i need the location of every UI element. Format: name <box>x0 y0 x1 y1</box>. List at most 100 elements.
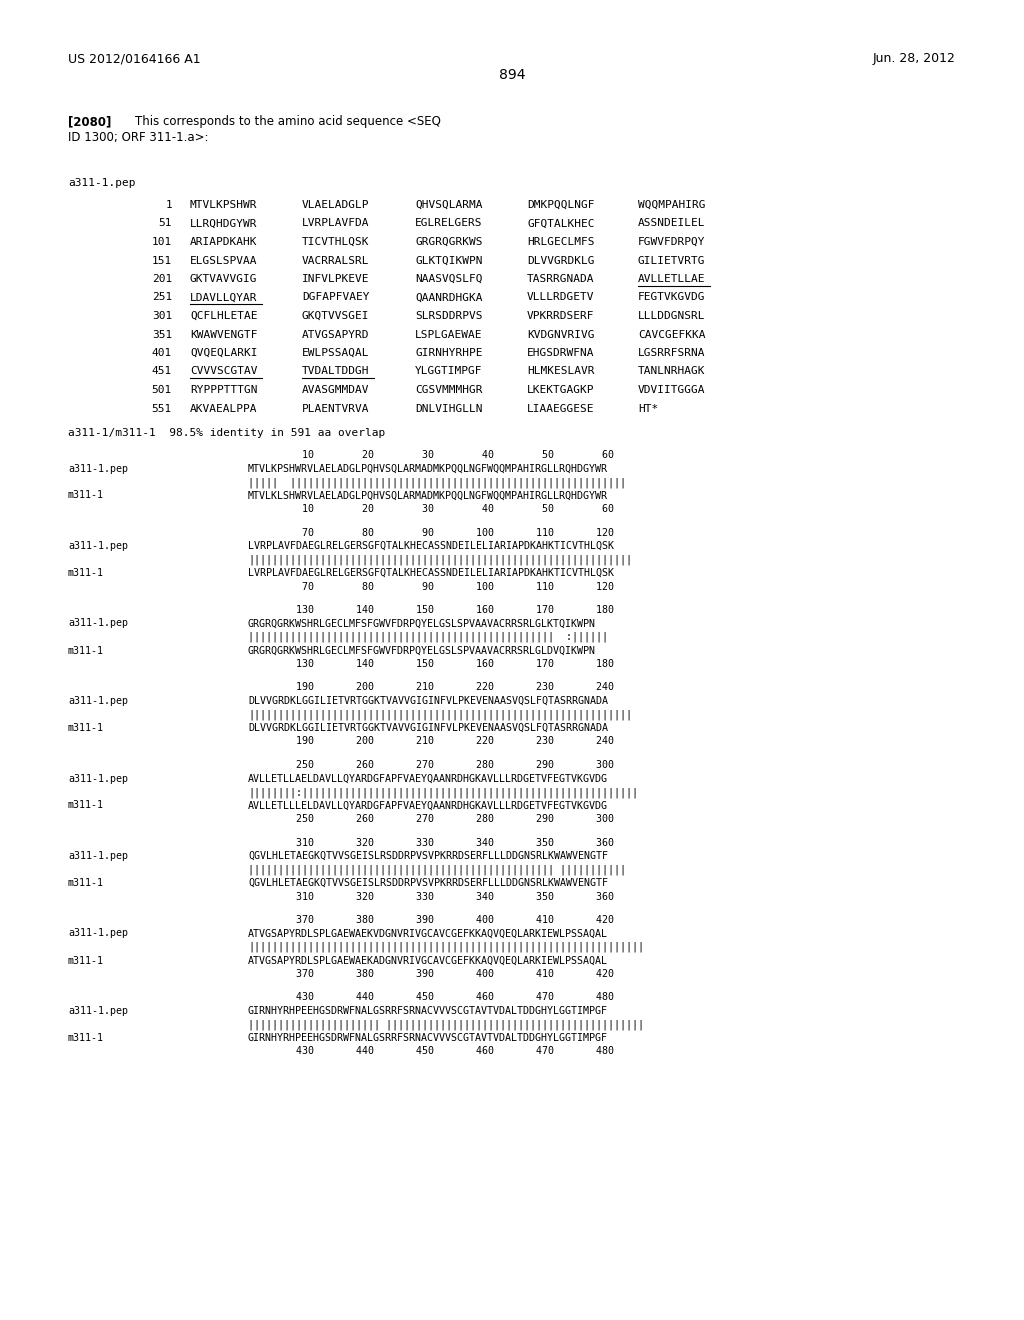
Text: 310       320       330       340       350       360: 310 320 330 340 350 360 <box>248 891 614 902</box>
Text: GILIETVRTG: GILIETVRTG <box>638 256 706 265</box>
Text: 501: 501 <box>152 385 172 395</box>
Text: DLVVGRDKLGGILIETVRTGGKTVAVVGIGINFVLPKEVENAASVQSLFQTASRRGNADA: DLVVGRDKLGGILIETVRTGGKTVAVVGIGINFVLPKEVE… <box>248 696 608 706</box>
Text: ||||||||:||||||||||||||||||||||||||||||||||||||||||||||||||||||||: ||||||||:|||||||||||||||||||||||||||||||… <box>248 787 638 797</box>
Text: a311-1.pep: a311-1.pep <box>68 928 128 939</box>
Text: 51: 51 <box>159 219 172 228</box>
Text: m311-1: m311-1 <box>68 491 104 500</box>
Text: 1: 1 <box>165 201 172 210</box>
Text: a311-1.pep: a311-1.pep <box>68 619 128 628</box>
Text: |||||||||||||||||||||||||||||||||||||||||||||||||||  :||||||: ||||||||||||||||||||||||||||||||||||||||… <box>248 632 608 643</box>
Text: VPKRRDSERF: VPKRRDSERF <box>527 312 595 321</box>
Text: QGVLHLETAEGKQTVVSGEISLRSDDRPVSVPKRRDSERFLLLDDGNSRLKWAWVENGTF: QGVLHLETAEGKQTVVSGEISLRSDDRPVSVPKRRDSERF… <box>248 851 608 861</box>
Text: KWAWVENGTF: KWAWVENGTF <box>190 330 257 339</box>
Text: NAASVQSLFQ: NAASVQSLFQ <box>415 275 482 284</box>
Text: HT*: HT* <box>638 404 658 413</box>
Text: ARIAPDKAHK: ARIAPDKAHK <box>190 238 257 247</box>
Text: m311-1: m311-1 <box>68 956 104 965</box>
Text: AVLLETLLAE: AVLLETLLAE <box>638 275 706 284</box>
Text: GIRNHYRHPEEHGSDRWFNALGSRRFSRNACVVVSCGTAVTVDALTDDGHYLGGTIMPGF: GIRNHYRHPEEHGSDRWFNALGSRRFSRNACVVVSCGTAV… <box>248 1034 608 1043</box>
Text: 130       140       150       160       170       180: 130 140 150 160 170 180 <box>248 605 614 615</box>
Text: 130       140       150       160       170       180: 130 140 150 160 170 180 <box>248 659 614 669</box>
Text: HRLGECLMFS: HRLGECLMFS <box>527 238 595 247</box>
Text: 190       200       210       220       230       240: 190 200 210 220 230 240 <box>248 737 614 747</box>
Text: AVLLETLLAELDAVLLQYARDGFAPFVAEYQAANRDHGKAVLLLRDGETVFEGTVKGVDG: AVLLETLLAELDAVLLQYARDGFAPFVAEYQAANRDHGKA… <box>248 774 608 784</box>
Text: 894: 894 <box>499 69 525 82</box>
Text: HLMKESLAVR: HLMKESLAVR <box>527 367 595 376</box>
Text: QGVLHLETAEGKQTVVSGEISLRSDDRPVSVPKRRDSERFLLLDDGNSRLKWAWVENGTF: QGVLHLETAEGKQTVVSGEISLRSDDRPVSVPKRRDSERF… <box>248 878 608 888</box>
Text: a311-1.pep: a311-1.pep <box>68 851 128 861</box>
Text: |||||  ||||||||||||||||||||||||||||||||||||||||||||||||||||||||: ||||| ||||||||||||||||||||||||||||||||||… <box>248 477 626 487</box>
Text: a311-1.pep: a311-1.pep <box>68 463 128 474</box>
Text: VLAELADGLP: VLAELADGLP <box>302 201 370 210</box>
Text: QVQEQLARKI: QVQEQLARKI <box>190 348 257 358</box>
Text: MTVLKPSHWR: MTVLKPSHWR <box>190 201 257 210</box>
Text: 70        80        90       100       110       120: 70 80 90 100 110 120 <box>248 582 614 591</box>
Text: LVRPLAVFDAEGLRELGERSGFQTALKHECASSNDEILELIARIAPDKAHKTICVTHLQSK: LVRPLAVFDAEGLRELGERSGFQTALKHECASSNDEILEL… <box>248 568 614 578</box>
Text: 151: 151 <box>152 256 172 265</box>
Text: TASRRGNADA: TASRRGNADA <box>527 275 595 284</box>
Text: AKVAEALPPA: AKVAEALPPA <box>190 404 257 413</box>
Text: m311-1: m311-1 <box>68 1034 104 1043</box>
Text: ID 1300; ORF 311-1.a>:: ID 1300; ORF 311-1.a>: <box>68 131 209 144</box>
Text: CAVCGEFKKA: CAVCGEFKKA <box>638 330 706 339</box>
Text: GKTVAVVGIG: GKTVAVVGIG <box>190 275 257 284</box>
Text: LKEKTGAGKP: LKEKTGAGKP <box>527 385 595 395</box>
Text: DLVVGRDKLGGILIETVRTGGKTVAVVGIGINFVLPKEVENAASVQSLFQTASRRGNADA: DLVVGRDKLGGILIETVRTGGKTVAVVGIGINFVLPKEVE… <box>248 723 608 733</box>
Text: GKQTVVSGEI: GKQTVVSGEI <box>302 312 370 321</box>
Text: LVRPLAVFDA: LVRPLAVFDA <box>302 219 370 228</box>
Text: GIRNHYRHPEEHGSDRWFNALGSRRFSRNACVVVSCGTAVTVDALTDDGHYLGGTIMPGF: GIRNHYRHPEEHGSDRWFNALGSRRFSRNACVVVSCGTAV… <box>248 1006 608 1016</box>
Text: a311-1.pep: a311-1.pep <box>68 1006 128 1016</box>
Text: 451: 451 <box>152 367 172 376</box>
Text: m311-1: m311-1 <box>68 723 104 733</box>
Text: 551: 551 <box>152 404 172 413</box>
Text: m311-1: m311-1 <box>68 800 104 810</box>
Text: ||||||||||||||||||||||||||||||||||||||||||||||||||||||||||||||||||: ||||||||||||||||||||||||||||||||||||||||… <box>248 942 644 953</box>
Text: Jun. 28, 2012: Jun. 28, 2012 <box>873 51 956 65</box>
Text: 401: 401 <box>152 348 172 358</box>
Text: 10        20        30        40        50        60: 10 20 30 40 50 60 <box>248 450 614 459</box>
Text: ASSNDEILEL: ASSNDEILEL <box>638 219 706 228</box>
Text: GIRNHYRHPE: GIRNHYRHPE <box>415 348 482 358</box>
Text: ELGSLSPVAA: ELGSLSPVAA <box>190 256 257 265</box>
Text: RYPPPTTTGN: RYPPPTTTGN <box>190 385 257 395</box>
Text: QCFLHLETAE: QCFLHLETAE <box>190 312 257 321</box>
Text: |||||||||||||||||||||| |||||||||||||||||||||||||||||||||||||||||||: |||||||||||||||||||||| |||||||||||||||||… <box>248 1019 644 1030</box>
Text: 250       260       270       280       290       300: 250 260 270 280 290 300 <box>248 760 614 770</box>
Text: 201: 201 <box>152 275 172 284</box>
Text: VDVIITGGGA: VDVIITGGGA <box>638 385 706 395</box>
Text: EWLPSSAQAL: EWLPSSAQAL <box>302 348 370 358</box>
Text: EGLRELGERS: EGLRELGERS <box>415 219 482 228</box>
Text: GRGRQGRKWSHRLGECLMFSFGWVFDRPQYELGSLSPVAAVACRRSRLGLKTQIKWPN: GRGRQGRKWSHRLGECLMFSFGWVFDRPQYELGSLSPVAA… <box>248 619 596 628</box>
Text: AVASGMMDAV: AVASGMMDAV <box>302 385 370 395</box>
Text: 70        80        90       100       110       120: 70 80 90 100 110 120 <box>248 528 614 537</box>
Text: FGWVFDRPQY: FGWVFDRPQY <box>638 238 706 247</box>
Text: DNLVIHGLLN: DNLVIHGLLN <box>415 404 482 413</box>
Text: LGSRRFSRNA: LGSRRFSRNA <box>638 348 706 358</box>
Text: 430       440       450       460       470       480: 430 440 450 460 470 480 <box>248 1047 614 1056</box>
Text: QHVSQLARMA: QHVSQLARMA <box>415 201 482 210</box>
Text: 370       380       390       400       410       420: 370 380 390 400 410 420 <box>248 915 614 925</box>
Text: YLGGTIMPGF: YLGGTIMPGF <box>415 367 482 376</box>
Text: CGSVMMMHGR: CGSVMMMHGR <box>415 385 482 395</box>
Text: ||||||||||||||||||||||||||||||||||||||||||||||||||||||||||||||||: ||||||||||||||||||||||||||||||||||||||||… <box>248 554 632 565</box>
Text: US 2012/0164166 A1: US 2012/0164166 A1 <box>68 51 201 65</box>
Text: ||||||||||||||||||||||||||||||||||||||||||||||||||| |||||||||||: ||||||||||||||||||||||||||||||||||||||||… <box>248 865 626 875</box>
Text: This corresponds to the amino acid sequence <SEQ: This corresponds to the amino acid seque… <box>135 115 441 128</box>
Text: QAANRDHGKA: QAANRDHGKA <box>415 293 482 302</box>
Text: ATVGSAPYRDLSPLGAEWAEKADGNVRIVGCAVCGEFKKAQVQEQLARKIEWLPSSAQAL: ATVGSAPYRDLSPLGAEWAEKADGNVRIVGCAVCGEFKKA… <box>248 956 608 965</box>
Text: PLAENTVRVA: PLAENTVRVA <box>302 404 370 413</box>
Text: 370       380       390       400       410       420: 370 380 390 400 410 420 <box>248 969 614 979</box>
Text: DGFAPFVAEY: DGFAPFVAEY <box>302 293 370 302</box>
Text: m311-1: m311-1 <box>68 568 104 578</box>
Text: [2080]: [2080] <box>68 115 112 128</box>
Text: a311-1/m311-1  98.5% identity in 591 aa overlap: a311-1/m311-1 98.5% identity in 591 aa o… <box>68 428 385 438</box>
Text: a311-1.pep: a311-1.pep <box>68 774 128 784</box>
Text: 10        20        30        40        50        60: 10 20 30 40 50 60 <box>248 504 614 513</box>
Text: LDAVLLQYAR: LDAVLLQYAR <box>190 293 257 302</box>
Text: 310       320       330       340       350       360: 310 320 330 340 350 360 <box>248 837 614 847</box>
Text: 301: 301 <box>152 312 172 321</box>
Text: TICVTHLQSK: TICVTHLQSK <box>302 238 370 247</box>
Text: GLKTQIKWPN: GLKTQIKWPN <box>415 256 482 265</box>
Text: GFQTALKHEC: GFQTALKHEC <box>527 219 595 228</box>
Text: 101: 101 <box>152 238 172 247</box>
